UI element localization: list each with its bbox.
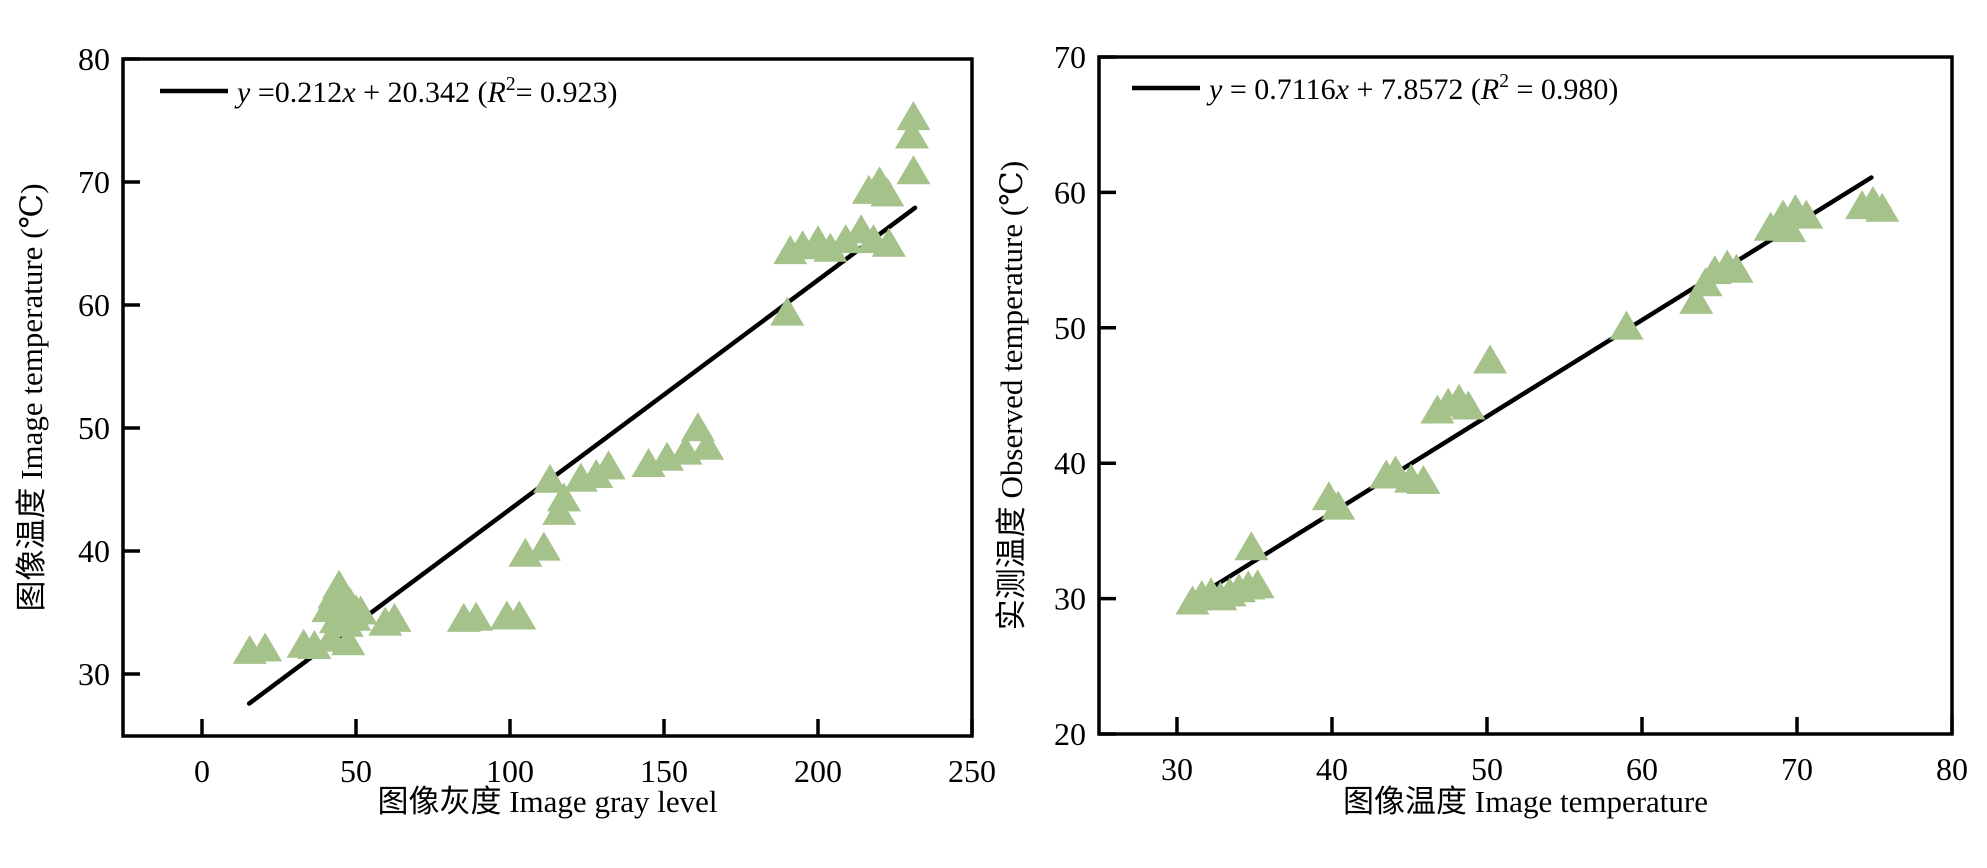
legend-equation-segment: x [341,76,356,109]
data-point-triangle [502,600,537,630]
legend-equation-segment: =0.212 [250,76,342,109]
data-point-triangle [459,601,494,631]
y-tick-label: 70 [1054,39,1086,75]
data-point-triangle [1719,253,1754,283]
legend: y = 0.7116x + 7.8572 (R2 = 0.980) [1132,71,1618,106]
x-tick-label: 50 [340,753,372,789]
right-plot: 30 40 50 60 70 80 20 30 40 50 60 70 y = 0.7116x + 7.… [994,39,1968,819]
legend-equation-segment: 2 [1499,71,1509,92]
x-tick-label: 200 [794,753,842,789]
data-point-triangle [533,463,568,493]
y-tick-label: 60 [1054,174,1086,210]
data-point-triangle [770,296,805,326]
x-tick-label: 80 [1936,751,1968,787]
legend-equation-segment: y [234,76,251,109]
y-tick-label: 40 [1054,445,1086,481]
legend-equation: y =0.212x + 20.342 (R2= 0.923) [234,74,618,109]
y-axis-label: 图像温度 Image temperature (℃) [14,183,49,611]
x-tick-label: 70 [1781,751,1813,787]
y-tick-label: 50 [1054,310,1086,346]
data-point-triangle [1451,390,1486,420]
data-point-triangle [690,430,725,460]
regression-line [1202,175,1874,595]
legend-equation-segment: R [487,76,506,109]
y-tick-label: 20 [1054,716,1086,752]
data-point-triangle [1789,199,1824,229]
y-tick-label: 40 [78,533,110,569]
data-point-triangle [1679,284,1714,314]
x-axis-label: 图像灰度 Image gray level [377,784,717,819]
data-point-triangle [828,224,863,254]
legend-equation-segment: = 0.923) [516,76,618,109]
x-tick-label: 250 [948,753,996,789]
data-point-triangle [546,482,581,512]
plot-box [121,57,974,738]
legend-equation-segment: y [1206,73,1230,106]
data-point-triangle [1234,531,1269,561]
y-tick-label: 50 [78,410,110,446]
legend-equation-segment: = 0.980) [1509,73,1618,106]
data-point-triangle [870,177,905,207]
legend-equation-segment: 2 [506,74,516,95]
legend-equation-segment: + 7.8572 ( [1349,73,1481,106]
legend-equation-segment: R [1480,73,1499,106]
data-point-triangle [1321,490,1356,520]
data-point-triangle [896,155,931,185]
data-point-triangle [1609,310,1644,340]
y-tick-label: 30 [1054,581,1086,617]
data-point-triangle [871,227,906,257]
data-point-triangle [894,119,929,149]
legend-equation-segment: + 20.342 ( [356,76,488,109]
x-tick-label: 100 [486,753,534,789]
data-point-triangle [248,632,283,662]
left-plot: 0 50 100 150 200 250 30 40 50 60 70 80 y =0.212x + 2… [14,41,996,819]
legend-equation: y = 0.7116x + 7.8572 (R2 = 0.980) [1206,71,1618,106]
data-point-triangle [343,595,378,625]
data-point-triangle [331,626,366,656]
plot-box [1097,55,1954,736]
x-tick-label: 60 [1626,751,1658,787]
legend-equation-segment: = 0.7116 [1230,73,1336,106]
y-tick-label: 30 [78,656,110,692]
data-point-triangle [526,531,561,561]
y-axis-label: 实测温度 Observed temperature (℃) [994,161,1029,630]
x-tick-label: 40 [1316,751,1348,787]
data-point-triangle [1865,192,1900,222]
scatter-points [1175,186,1900,615]
y-tick-label: 70 [78,164,110,200]
data-point-triangle [1473,344,1508,374]
x-axis-label: 图像温度 Image temperature [1343,784,1708,819]
x-tick-label: 50 [1471,751,1503,787]
y-tick-label: 60 [78,287,110,323]
data-point-triangle [813,232,848,262]
data-point-triangle [591,450,626,480]
data-point-triangle [896,101,931,131]
x-tick-label: 30 [1161,751,1193,787]
x-tick-label: 150 [640,753,688,789]
scatter-points [232,101,931,664]
data-point-triangle [1240,569,1275,599]
data-point-triangle [377,602,412,632]
data-point-triangle [1406,464,1441,494]
x-tick-label: 0 [194,753,210,789]
legend: y =0.212x + 20.342 (R2= 0.923) [160,74,618,109]
data-point-triangle [1772,213,1807,243]
data-point-triangle [297,629,332,659]
legend-equation-segment: x [1335,73,1350,106]
y-tick-label: 80 [78,41,110,77]
